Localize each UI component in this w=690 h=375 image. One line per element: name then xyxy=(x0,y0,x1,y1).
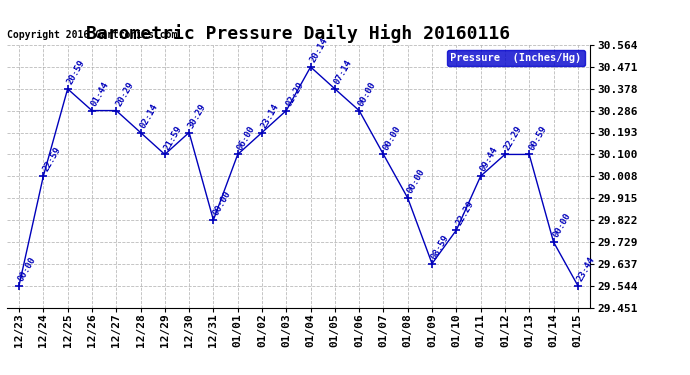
Text: 20:14: 20:14 xyxy=(308,36,330,64)
Text: 21:59: 21:59 xyxy=(163,124,184,152)
Text: 00:00: 00:00 xyxy=(211,189,233,217)
Text: 02:14: 02:14 xyxy=(138,102,159,130)
Text: 23:14: 23:14 xyxy=(259,102,281,130)
Text: 09:44: 09:44 xyxy=(478,146,500,173)
Legend: Pressure  (Inches/Hg): Pressure (Inches/Hg) xyxy=(447,50,584,66)
Text: 00:00: 00:00 xyxy=(551,211,573,239)
Text: 00:59: 00:59 xyxy=(527,124,549,152)
Text: 07:14: 07:14 xyxy=(333,58,354,86)
Text: 06:00: 06:00 xyxy=(235,124,257,152)
Text: 08:59: 08:59 xyxy=(430,233,451,261)
Text: 00:00: 00:00 xyxy=(17,255,38,283)
Text: 20:29: 20:29 xyxy=(114,80,135,108)
Text: Copyright 2016 Cartronics.com: Copyright 2016 Cartronics.com xyxy=(7,30,177,39)
Text: 20:59: 20:59 xyxy=(66,58,87,86)
Text: 00:00: 00:00 xyxy=(381,124,402,152)
Text: 00:00: 00:00 xyxy=(406,168,426,195)
Text: 22:29: 22:29 xyxy=(454,200,475,227)
Text: 23:44: 23:44 xyxy=(575,255,597,283)
Text: 00:00: 00:00 xyxy=(357,80,378,108)
Text: 01:44: 01:44 xyxy=(90,80,111,108)
Text: 22:59: 22:59 xyxy=(41,146,62,173)
Text: 02:29: 02:29 xyxy=(284,80,305,108)
Title: Barometric Pressure Daily High 20160116: Barometric Pressure Daily High 20160116 xyxy=(86,24,511,44)
Text: 30:29: 30:29 xyxy=(187,102,208,130)
Text: 22:29: 22:29 xyxy=(503,124,524,152)
